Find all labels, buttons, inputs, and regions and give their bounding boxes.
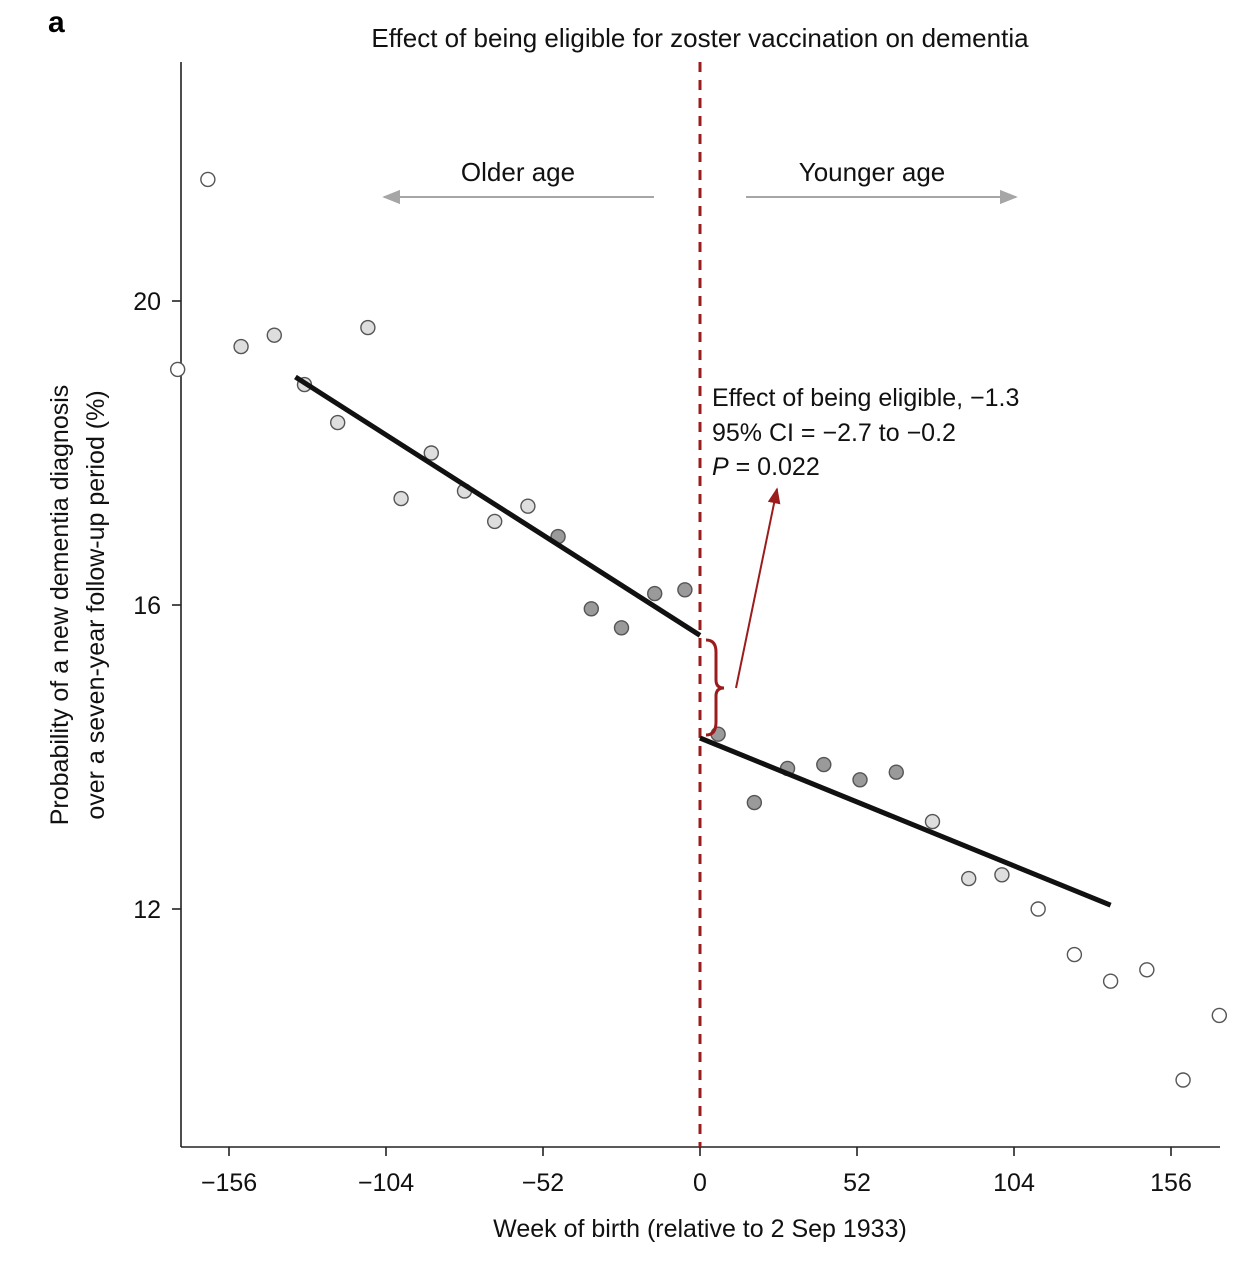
- data-point: [1030, 901, 1046, 917]
- data-point: [169, 361, 186, 378]
- data-point: [852, 772, 868, 788]
- y-axis-label: Probability of a new dementia diagnosis: [46, 385, 74, 826]
- data-point: [746, 794, 763, 811]
- younger-age-label: Younger age: [799, 157, 946, 187]
- chart-title: Effect of being eligible for zoster vacc…: [371, 23, 1029, 53]
- effect-brace: [705, 638, 725, 737]
- y-axis-label: over a seven-year follow-up period (%): [82, 390, 110, 819]
- older-age-label: Older age: [461, 157, 575, 187]
- x-tick-label: −104: [358, 1169, 414, 1197]
- effect-annotation: Effect of being eligible, −1.3 95% CI = …: [712, 384, 1019, 481]
- data-point: [994, 867, 1010, 883]
- data-point: [961, 870, 977, 887]
- data-point: [520, 498, 536, 514]
- data-point: [423, 445, 439, 461]
- x-tick-label: 52: [843, 1169, 871, 1197]
- y-tick-label: 12: [133, 896, 161, 924]
- data-point: [1175, 1072, 1191, 1088]
- x-tick-label: 156: [1150, 1169, 1192, 1197]
- data-point: [1066, 946, 1083, 963]
- data-point: [1102, 973, 1119, 989]
- y-axis-label-line-1: Probability of a new dementia diagnosis: [46, 385, 74, 826]
- data-point: [266, 327, 282, 343]
- data-point: [486, 513, 503, 530]
- y-axis-label-line-2: over a seven-year follow-up period (%): [82, 390, 110, 819]
- x-axis-label: Week of birth (relative to 2 Sep 1933): [493, 1215, 907, 1243]
- y-tick-label: 16: [133, 592, 161, 620]
- y-tick-label: 20: [133, 288, 161, 316]
- data-point: [360, 319, 376, 336]
- x-tick-label: −156: [201, 1169, 257, 1197]
- data-point: [924, 813, 941, 830]
- data-point: [200, 171, 216, 188]
- data-point: [816, 756, 832, 773]
- fit-lines: [294, 374, 1112, 908]
- fit-line: [699, 735, 1112, 908]
- data-point: [677, 582, 693, 598]
- data-point: [613, 620, 630, 636]
- data-points: [169, 171, 1228, 1088]
- data-point: [233, 338, 249, 355]
- p-value-text: = 0.022: [729, 453, 820, 481]
- effect-annotation-line-1: Effect of being eligible, −1.3: [712, 384, 1019, 412]
- panel-label: a: [48, 6, 65, 39]
- x-tick-label: 0: [693, 1169, 707, 1197]
- x-ticks: −156 −104 −52 0 52 104 156: [201, 1147, 1192, 1197]
- fit-line: [294, 374, 702, 638]
- data-point: [1139, 962, 1155, 978]
- y-ticks: 12 16 20: [133, 288, 181, 924]
- x-tick-label: 104: [993, 1169, 1035, 1197]
- data-point: [583, 601, 600, 617]
- data-point: [329, 414, 346, 431]
- p-value-symbol: P: [712, 453, 729, 481]
- x-tick-label: −52: [522, 1169, 564, 1197]
- effect-annotation-line-2: 95% CI = −2.7 to −0.2: [712, 419, 956, 447]
- data-point: [888, 764, 904, 780]
- data-point: [393, 490, 409, 507]
- effect-annotation-line-3: P = 0.022: [712, 453, 820, 481]
- data-point: [647, 585, 663, 602]
- data-point: [1211, 1007, 1228, 1024]
- effect-pointer-arrow: [735, 487, 781, 689]
